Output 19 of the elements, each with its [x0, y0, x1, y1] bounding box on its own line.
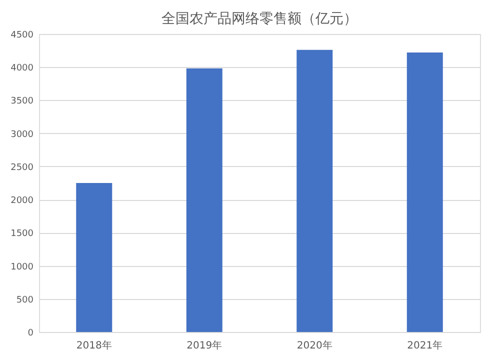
x-tick-label: 2021年: [407, 340, 443, 352]
y-tick-label: 1500: [10, 229, 34, 240]
y-tick-label: 2500: [10, 162, 34, 173]
y-tick-label: 2000: [10, 196, 34, 206]
y-tick-label: 4000: [10, 64, 34, 74]
x-tick-label: 2018年: [76, 340, 112, 352]
y-tick-label: 3000: [10, 130, 34, 140]
bar: [406, 52, 443, 332]
bar: [296, 50, 333, 332]
y-tick-label: 3500: [10, 96, 34, 107]
y-tick-label: 4500: [10, 30, 34, 40]
y-tick-label: 0: [28, 328, 34, 338]
x-tick-label: 2019年: [186, 340, 222, 352]
y-tick-label: 500: [16, 295, 34, 306]
bar: [186, 68, 222, 332]
chart-title: 全国农产品网络零售额（亿元）: [162, 11, 358, 27]
x-tick-label: 2020年: [296, 340, 332, 352]
bar: [76, 183, 112, 332]
y-tick-label: 1000: [10, 262, 34, 272]
